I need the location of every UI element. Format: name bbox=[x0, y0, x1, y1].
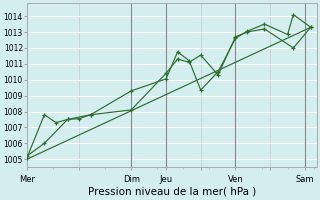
X-axis label: Pression niveau de la mer( hPa ): Pression niveau de la mer( hPa ) bbox=[88, 187, 256, 197]
